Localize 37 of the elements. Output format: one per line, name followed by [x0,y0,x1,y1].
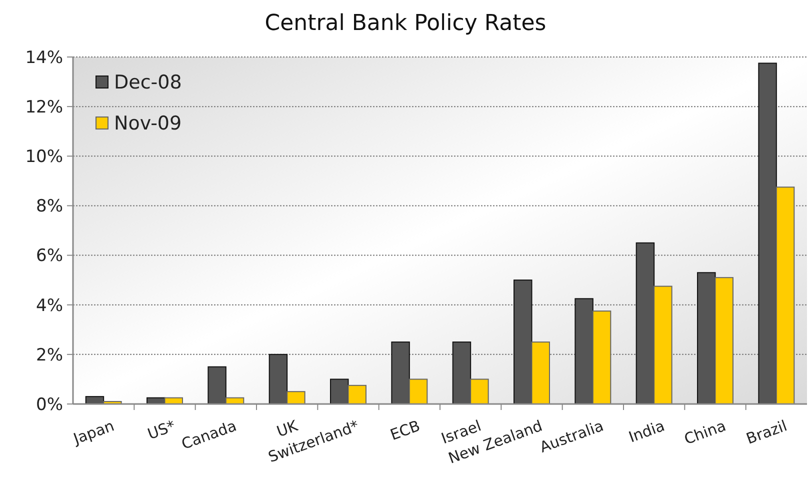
x-tick-label: Brazil [744,416,790,448]
bar [391,342,410,404]
bar [758,62,777,404]
y-tick-label: 8% [36,196,63,217]
bar [776,186,795,404]
bar [286,391,306,404]
y-tick-label: 12% [25,98,63,118]
chart-title: Central Bank Policy Rates [264,11,546,36]
x-tick-label: China [682,416,728,448]
x-tick-label: ECB [388,416,422,444]
bar [697,272,716,404]
x-tick-label: Japan [70,416,117,448]
y-tick-label: 14% [25,48,63,68]
x-tick-label: Canada [179,416,239,454]
x-tick-label: India [626,416,668,446]
bar [452,342,472,404]
y-tick-label: 6% [36,246,63,266]
bar [408,378,428,404]
bar [348,384,366,404]
y-tick-label: 0% [36,394,63,415]
legend-label: Nov-09 [114,112,182,135]
bar [268,354,288,404]
y-tick-label: 2% [36,345,63,366]
y-tick-label: 4% [36,296,63,316]
bar [470,378,489,404]
y-tick-label: 10% [25,147,63,168]
bar [208,366,226,404]
bar [714,277,734,404]
bar [531,342,550,404]
bar [574,298,594,404]
legend-label: Dec-08 [114,72,182,94]
bar [514,280,532,404]
x-tick-label: US* [145,416,178,444]
bar [654,286,672,404]
bar [330,378,349,404]
bar [592,310,612,404]
bar [636,242,655,404]
